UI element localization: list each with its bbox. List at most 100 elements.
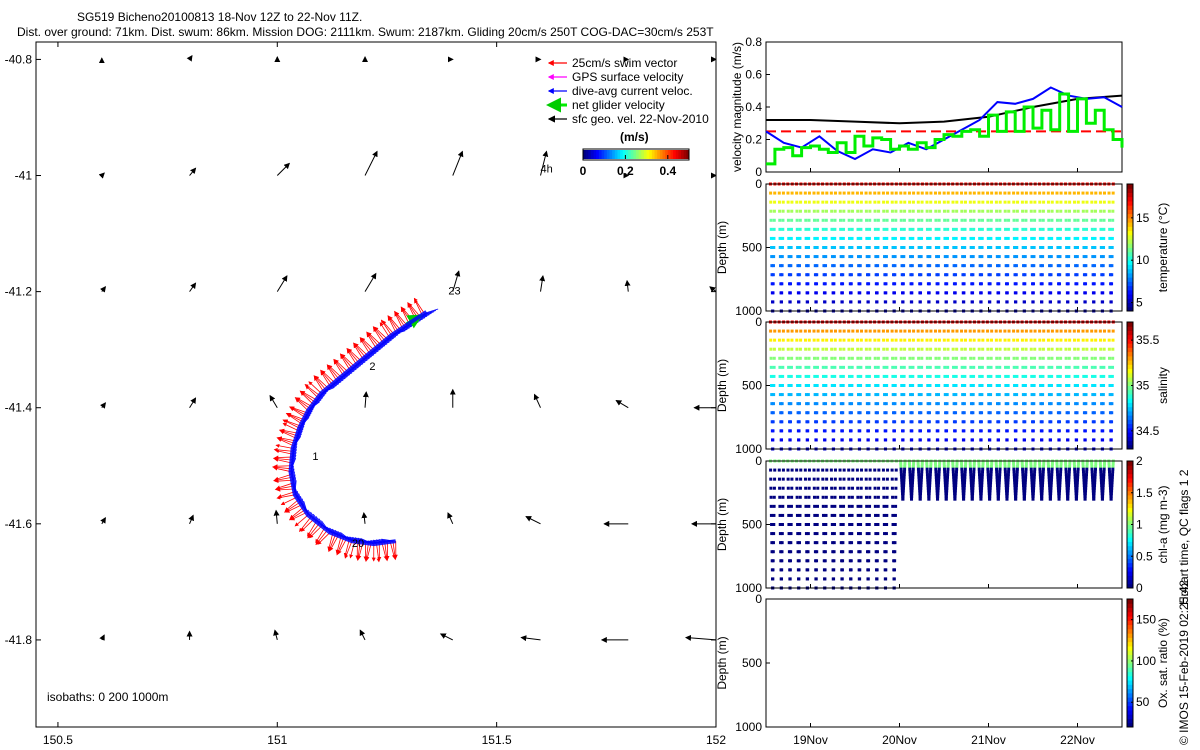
dive-sample	[890, 200, 894, 204]
climb-sample	[945, 255, 949, 259]
dive-sample	[803, 200, 807, 204]
climb-sample	[989, 473, 993, 477]
dive-sample	[1038, 470, 1042, 474]
climb-sample	[997, 393, 1001, 397]
dive-sample	[779, 264, 783, 268]
climb-sample	[910, 497, 914, 501]
climb-sample	[815, 236, 819, 240]
climb-sample	[849, 550, 853, 554]
dive-sample	[917, 255, 921, 259]
climb-sample	[1005, 429, 1009, 433]
dive-sample	[796, 532, 800, 536]
climb-sample	[954, 218, 958, 222]
dive-sample	[1012, 462, 1016, 466]
climb-sample	[780, 264, 784, 268]
climb-sample	[1084, 246, 1088, 249]
climb-sample	[849, 559, 853, 563]
climb-sample	[771, 264, 775, 268]
climb-sample	[927, 497, 931, 501]
climb-sample	[866, 300, 870, 304]
climb-sample	[1066, 273, 1070, 277]
climb-sample	[988, 492, 992, 496]
dive-sample	[934, 464, 938, 468]
dive-sample	[812, 477, 816, 481]
dive-sample	[969, 264, 973, 268]
climb-sample	[1058, 246, 1062, 249]
climb-sample	[1092, 282, 1096, 286]
climb-sample	[859, 227, 863, 231]
climb-sample	[1050, 347, 1054, 351]
section-colorbar-cell	[1127, 184, 1133, 189]
climb-sample	[1111, 191, 1115, 195]
dive-sample	[796, 246, 800, 249]
dive-sample	[1048, 402, 1052, 406]
dive-sample	[1039, 481, 1043, 485]
dive-sample	[1108, 478, 1112, 482]
dive-sample	[1047, 473, 1051, 477]
dive-sample	[830, 209, 834, 213]
colorbar-cell	[667, 150, 671, 159]
climb-sample	[1093, 374, 1097, 378]
climb-sample	[1049, 494, 1053, 498]
dive-sample	[934, 473, 938, 477]
climb-sample	[963, 481, 967, 485]
dive-sample	[769, 365, 773, 369]
map-y-tick-label: -41.4	[5, 401, 33, 415]
dive-sample	[952, 384, 956, 387]
colorbar-cell	[630, 150, 634, 159]
dive-sample	[908, 473, 912, 477]
climb-sample	[946, 365, 950, 369]
climb-sample	[1093, 209, 1097, 213]
section-colorbar-cell	[1127, 338, 1133, 344]
dive-sample	[1047, 246, 1051, 249]
climb-sample	[860, 468, 864, 472]
climb-sample	[1101, 273, 1105, 277]
dive-sample	[839, 384, 843, 387]
dive-sample	[925, 338, 929, 342]
dive-sample	[813, 236, 817, 240]
climb-sample	[833, 365, 837, 369]
dive-sample	[969, 374, 973, 378]
swim-vector	[283, 419, 301, 427]
climb-sample	[789, 402, 793, 406]
climb-sample	[832, 541, 836, 545]
dive-sample	[1108, 264, 1112, 268]
dive-sample	[1065, 481, 1069, 485]
climb-sample	[1040, 402, 1044, 406]
climb-sample	[815, 523, 819, 526]
dive-sample	[917, 365, 921, 369]
climb-sample	[1058, 273, 1062, 277]
climb-sample	[927, 291, 931, 295]
climb-sample	[1059, 467, 1063, 471]
climb-sample	[1040, 486, 1044, 490]
dive-sample	[786, 191, 790, 195]
climb-sample	[981, 338, 985, 342]
colorbar-tick-label: 0.2	[617, 164, 634, 178]
climb-sample	[798, 236, 802, 240]
climb-sample	[797, 559, 801, 563]
time-axis-ticks: 19Nov 20Nov 21Nov 22Nov	[793, 733, 1095, 747]
section-colorbar-cell	[1127, 461, 1133, 466]
dive-sample	[995, 209, 999, 213]
dive-sample	[786, 329, 790, 333]
dive-sample	[1082, 481, 1086, 485]
climb-sample	[1014, 494, 1018, 498]
climb-sample	[902, 356, 906, 360]
climb-sample	[771, 438, 775, 442]
dive-sample	[926, 236, 930, 240]
climb-sample	[1015, 470, 1019, 474]
swim-vector	[382, 320, 394, 334]
dive-sample	[821, 477, 825, 481]
climb-sample	[1023, 478, 1027, 482]
climb-sample	[1031, 420, 1035, 424]
dive-sample	[1072, 462, 1076, 466]
climb-sample	[799, 200, 803, 204]
climb-sample	[928, 478, 932, 482]
dive-sample	[978, 246, 982, 249]
climb-sample	[936, 486, 940, 490]
climb-sample	[858, 420, 862, 424]
section-colorbar-cell	[1127, 473, 1133, 479]
dive-sample	[804, 255, 808, 259]
climb-sample	[963, 255, 967, 259]
dive-sample	[830, 338, 834, 342]
